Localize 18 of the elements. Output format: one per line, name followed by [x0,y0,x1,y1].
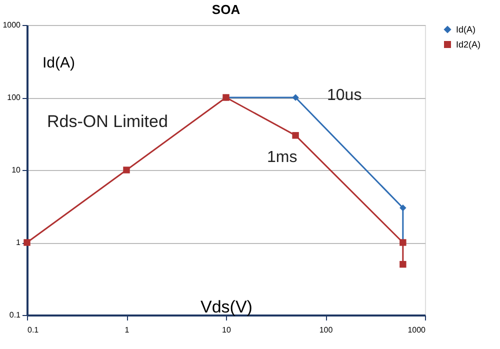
y-tick-label: 1 [16,238,22,247]
x-axis-title: Vds(V) [200,298,252,316]
annotation: 10us [327,87,362,104]
x-tick-label: 1000 [408,326,426,334]
y-axis-title: Id(A) [42,54,76,72]
x-tick-label: 100 [319,326,334,334]
annotation: 1ms [267,149,298,166]
x-tick-label: 1 [124,326,130,334]
y-tick-label: 10 [12,166,22,174]
x-tick-label: 0.1 [28,326,40,334]
x-tick-label: 10 [222,326,232,334]
legend-label: Id(A) [456,24,476,34]
y-tick-label: 100 [7,93,22,102]
legend-label: Id2(A) [456,40,481,50]
annotation: Rds-ON Limited [47,112,168,131]
y-tick-label: 0.1 [9,310,22,320]
chart-title: SOA [212,2,241,17]
y-tick-label: 1000 [2,20,22,30]
